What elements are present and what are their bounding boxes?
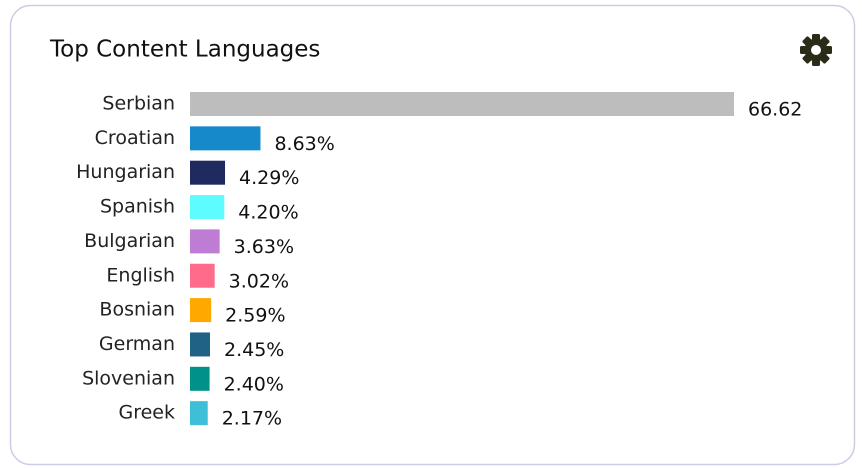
card bbox=[9, 4, 856, 466]
value-label: 66.62 bbox=[748, 99, 802, 121]
value-label: 2.17% bbox=[222, 408, 282, 430]
category-label: Bulgarian bbox=[84, 230, 175, 252]
category-label: Croatian bbox=[95, 127, 175, 149]
category-label: Bosnian bbox=[99, 299, 175, 321]
category-label: German bbox=[99, 333, 175, 355]
category-label: Greek bbox=[119, 402, 176, 424]
value-label: 8.63% bbox=[274, 133, 334, 155]
value-label: 4.20% bbox=[238, 202, 298, 224]
value-label: 2.40% bbox=[224, 373, 284, 395]
value-label: 3.02% bbox=[229, 270, 289, 292]
bar bbox=[190, 126, 261, 151]
bar bbox=[190, 332, 211, 357]
bar bbox=[190, 298, 212, 323]
category-label: English bbox=[106, 264, 175, 286]
bar bbox=[190, 92, 734, 116]
category-label: Spanish bbox=[100, 196, 175, 218]
bar bbox=[190, 195, 225, 220]
category-label: Slovenian bbox=[82, 367, 175, 389]
value-label: 3.63% bbox=[234, 236, 294, 258]
category-label: Serbian bbox=[102, 93, 175, 115]
settings-icon[interactable] bbox=[800, 34, 832, 66]
bar bbox=[190, 366, 210, 391]
category-label: Hungarian bbox=[76, 161, 175, 183]
value-label: 2.59% bbox=[225, 305, 285, 327]
bar bbox=[190, 401, 208, 426]
bar bbox=[190, 263, 215, 288]
value-label: 4.29% bbox=[239, 167, 299, 189]
value-label: 2.45% bbox=[224, 339, 284, 361]
bar bbox=[190, 229, 220, 254]
bar bbox=[190, 160, 226, 185]
chart-title: Top Content Languages bbox=[49, 37, 320, 63]
